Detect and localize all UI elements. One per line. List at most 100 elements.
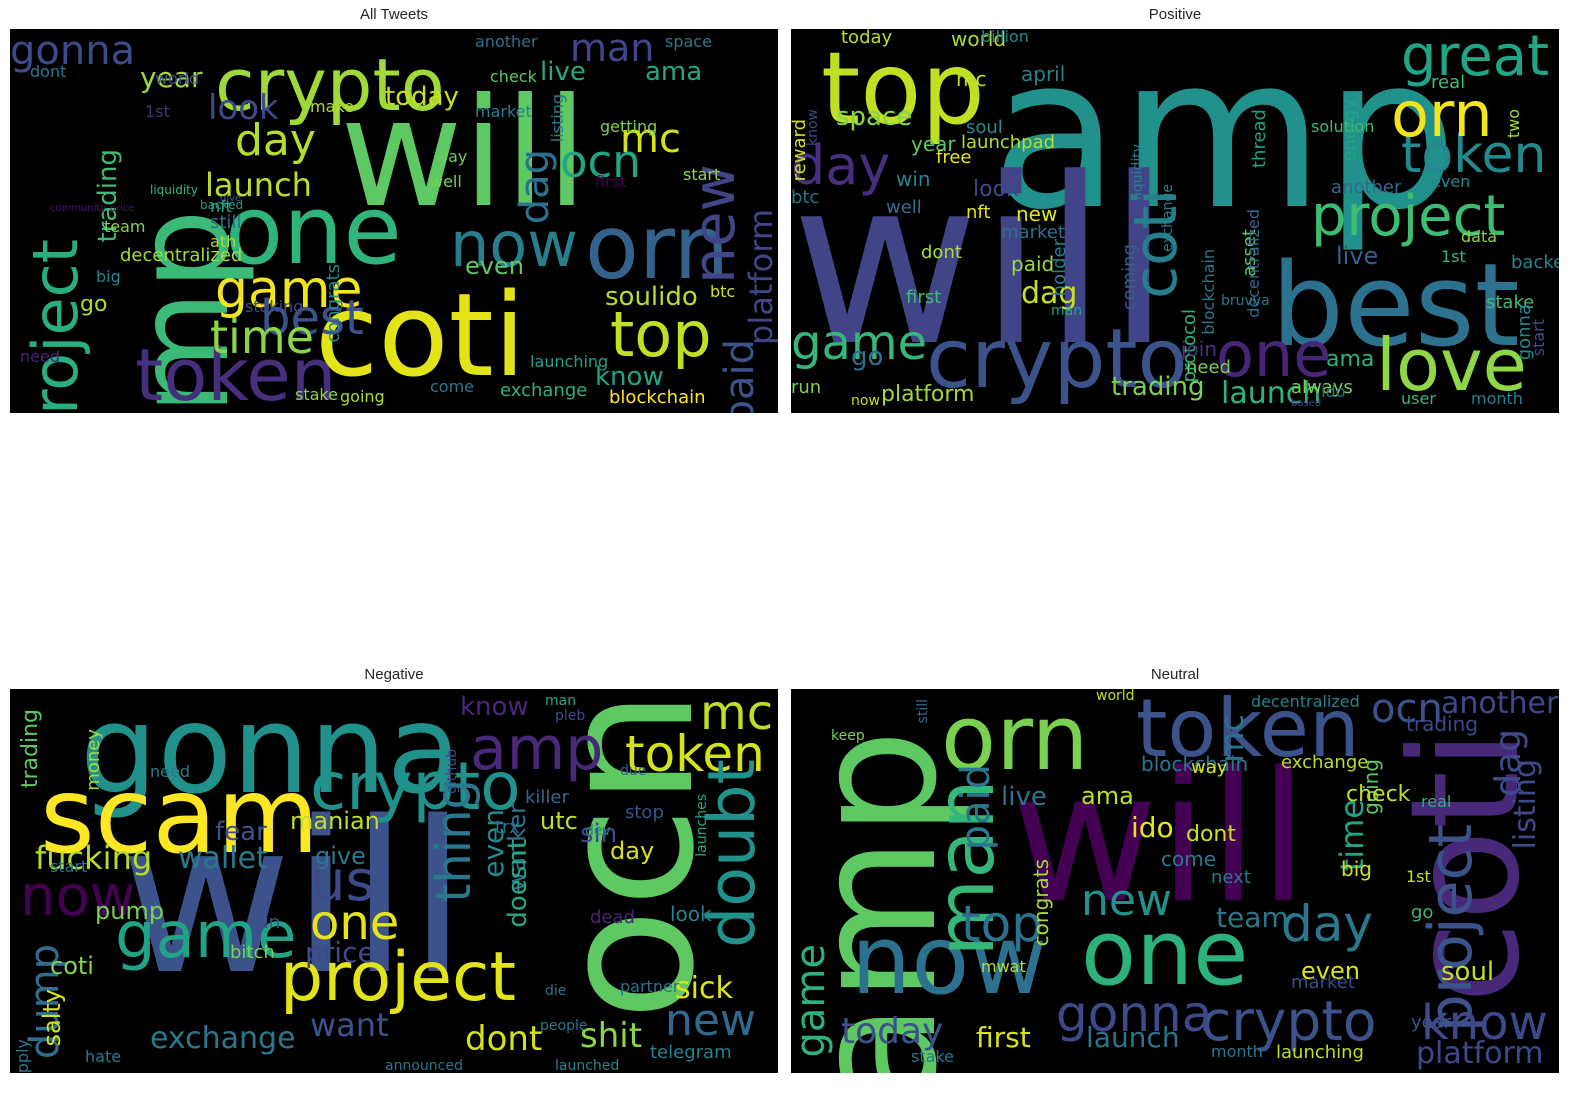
- cloud-word: new: [1016, 202, 1058, 226]
- cloud-word: paid: [717, 339, 763, 413]
- cloud-word: blockchain: [1199, 249, 1218, 335]
- cloud-word: run: [250, 912, 281, 933]
- cloud-word: fucking: [35, 839, 153, 877]
- cloud-word: team: [104, 217, 146, 236]
- cloud-word: ama: [1081, 782, 1134, 810]
- cloud-word: dont: [465, 1019, 543, 1059]
- cloud-word: liquidity: [150, 183, 198, 197]
- cloud-word: still: [915, 699, 931, 724]
- cloud-word: telegram: [650, 1042, 732, 1063]
- cloud-word: two: [1504, 109, 1523, 139]
- cloud-word: need: [20, 347, 60, 366]
- cloud-word: launches: [694, 794, 710, 857]
- cloud-word: live: [540, 57, 586, 87]
- cloud-word: market: [475, 102, 532, 121]
- cloud-word: data: [1461, 227, 1498, 246]
- cloud-word: stake: [911, 1047, 954, 1066]
- cloud-word: month: [1471, 389, 1523, 408]
- cloud-word: people: [540, 1018, 588, 1034]
- cloud-word: ama: [1326, 347, 1375, 372]
- cloud-word: dag: [1021, 276, 1078, 311]
- cloud-word: first: [906, 287, 942, 308]
- cloud-word: year: [1411, 1012, 1452, 1033]
- cloud-word: coming: [1119, 244, 1140, 311]
- cloud-word: community price: [50, 203, 135, 214]
- cloud-word: launch: [1221, 376, 1322, 411]
- cloud-word: make: [310, 97, 354, 116]
- cloud-word: go: [1411, 902, 1434, 923]
- cloud-word: stake: [1486, 292, 1535, 313]
- cloud-word: new: [1081, 875, 1172, 926]
- cloud-word: gonna: [10, 29, 136, 74]
- cloud-word: know: [1421, 995, 1548, 1051]
- cloud-word: ath: [210, 232, 237, 251]
- cloud-word: check: [1346, 782, 1411, 807]
- cloud-word: launch: [1086, 1021, 1180, 1054]
- cloud-word: another: [1441, 689, 1559, 721]
- cloud-word: dont: [921, 242, 962, 263]
- cloud-word: team: [1216, 901, 1289, 934]
- cloud-word: trading: [1406, 712, 1478, 736]
- cloud-word: listing: [548, 94, 567, 143]
- cloud-word: token: [1136, 689, 1360, 775]
- cloud-word: blockchain: [1141, 752, 1249, 776]
- cloud-word: ama: [645, 57, 703, 87]
- cloud-word: will: [1011, 734, 1309, 943]
- cloud-word: trx: [495, 817, 520, 838]
- cloud-word: dead: [590, 907, 635, 928]
- cloud-word: pump: [95, 897, 165, 925]
- cloud-word: thing: [426, 779, 482, 903]
- cloud-word: know: [595, 362, 664, 392]
- cloud-word: platform: [881, 382, 975, 407]
- cloud-word: man: [1051, 303, 1083, 319]
- cloud-word: top: [821, 30, 985, 147]
- cloud-word: crypto: [215, 43, 445, 127]
- cloud-word: game: [115, 899, 297, 973]
- cloud-word: day: [791, 134, 891, 197]
- cloud-word: year: [140, 61, 203, 94]
- cloud-word: will: [791, 130, 1171, 397]
- cloud-word: gonna: [1514, 304, 1535, 361]
- cloud-word: know: [805, 109, 821, 146]
- cloud-word: give: [220, 193, 242, 204]
- cloud-word: dont: [30, 62, 67, 81]
- cloud-word: will: [120, 776, 467, 1021]
- cloud-word: platform: [1416, 1036, 1544, 1071]
- cloud-word: user: [1401, 389, 1436, 408]
- cloud-word: us: [310, 849, 375, 914]
- cloud-word: top: [961, 895, 1043, 953]
- cloud-word: look: [670, 902, 712, 926]
- cloud-word: partner: [620, 977, 680, 996]
- panel-title-neutral: Neutral: [1150, 666, 1200, 683]
- cloud-word: soulido: [605, 282, 698, 312]
- cloud-word: day: [1281, 895, 1373, 953]
- cloud-word: way: [1191, 757, 1228, 778]
- cloud-word: salty: [38, 989, 66, 1047]
- cloud-word: win: [896, 167, 931, 191]
- cloud-word: paid: [953, 764, 999, 851]
- cloud-word: first: [976, 1021, 1031, 1054]
- cloud-word: billion: [981, 29, 1029, 46]
- cloud-word: launchpad: [961, 132, 1056, 153]
- word-cloud-negative: will ocn gonna scam crypto project amp token gam…: [10, 689, 778, 1073]
- cloud-word: big: [96, 267, 121, 286]
- cloud-word: great: [1401, 29, 1550, 89]
- cloud-word: world: [155, 69, 200, 88]
- cloud-word: coti: [315, 269, 526, 403]
- cloud-word: another: [475, 32, 538, 51]
- cloud-word: day: [610, 837, 655, 865]
- cloud-word: ocn: [1371, 689, 1443, 732]
- cloud-word: check: [490, 67, 537, 86]
- cloud-word: utc: [540, 807, 578, 835]
- cloud-word: launching: [530, 352, 609, 371]
- cloud-word: always: [1291, 377, 1353, 398]
- cloud-word: decentralized: [1251, 692, 1360, 711]
- cloud-word: day: [235, 115, 316, 166]
- cloud-word: ido: [1321, 382, 1346, 401]
- cloud-word: trading: [18, 709, 43, 789]
- cloud-word: man: [545, 693, 577, 709]
- cloud-word: amp: [991, 29, 1458, 256]
- cloud-word: congrats: [1029, 859, 1053, 947]
- cloud-word: love: [1376, 323, 1527, 407]
- word-cloud-positive: amp will best top crypto love project token orn g…: [791, 29, 1559, 413]
